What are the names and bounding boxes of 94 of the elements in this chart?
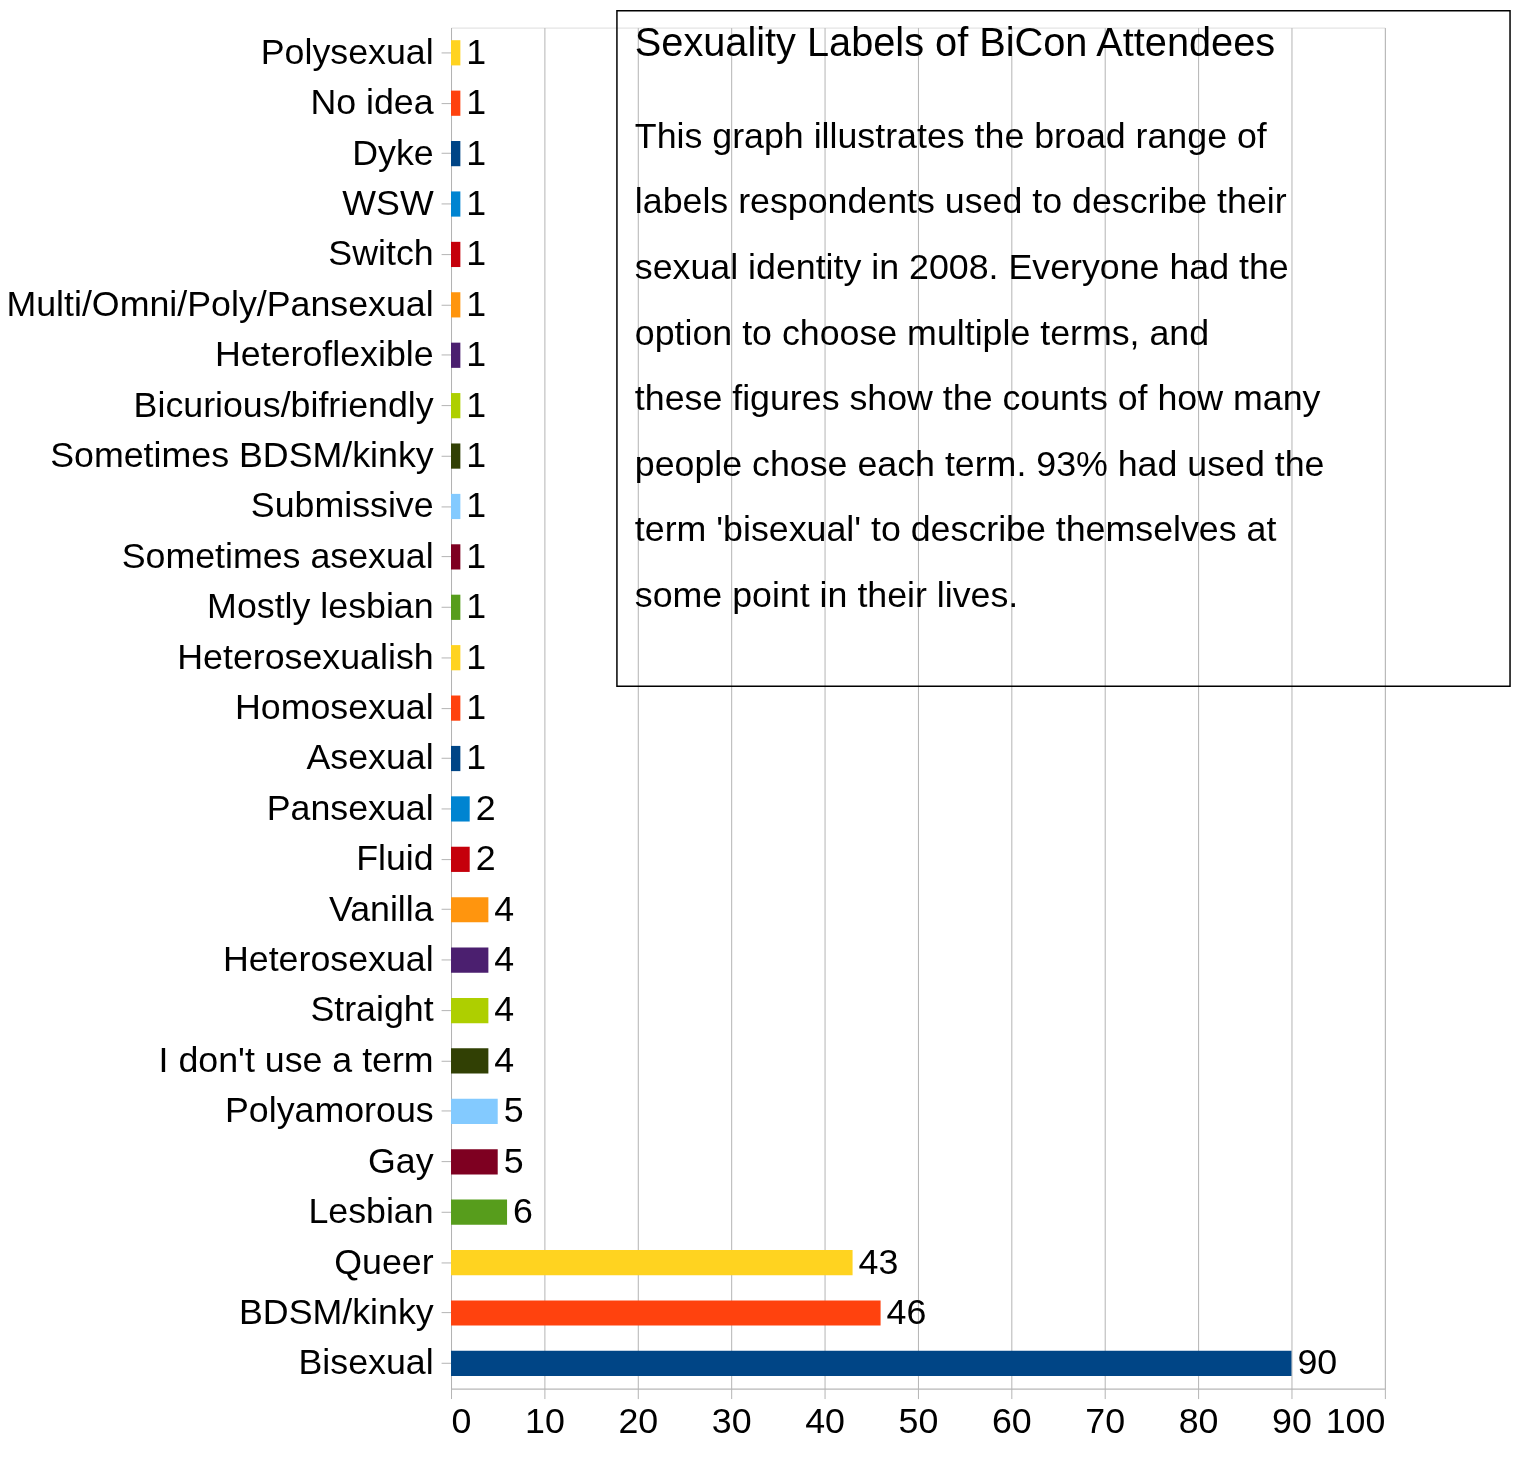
y-tick-label: Sometimes asexual (121, 535, 434, 576)
bar (451, 1199, 508, 1225)
data-label: 4 (494, 1039, 515, 1080)
y-tick-label: Fluid (356, 838, 434, 879)
x-tick-label: 40 (805, 1400, 845, 1441)
x-tick-label: 10 (525, 1400, 565, 1441)
x-tick-label: 50 (898, 1400, 939, 1441)
bar (451, 393, 461, 419)
data-label: 4 (494, 888, 515, 929)
bar (451, 342, 461, 368)
data-label: 1 (466, 182, 487, 223)
data-label: 2 (475, 787, 496, 828)
bar (451, 695, 461, 721)
bar (451, 947, 489, 973)
bar (451, 544, 461, 570)
bar (451, 443, 461, 469)
chart-title: Sexuality Labels of BiCon Attendees (634, 20, 1276, 65)
bar (451, 191, 461, 217)
y-tick-label: Pansexual (266, 787, 434, 828)
y-tick-label: Bicurious/bifriendly (133, 384, 434, 425)
x-tick-label: 30 (711, 1400, 752, 1441)
data-label: 1 (466, 636, 487, 677)
x-tick-label: 0 (451, 1400, 472, 1441)
data-label: 5 (503, 1140, 524, 1181)
bar (451, 1098, 498, 1124)
x-tick-label: 20 (618, 1400, 659, 1441)
bar (451, 292, 461, 318)
bar (451, 745, 461, 772)
bar (451, 1048, 489, 1074)
data-label: 1 (466, 535, 487, 576)
data-label: 4 (494, 939, 515, 980)
y-tick-label: Multi/Omni/Poly/Pansexual (6, 283, 434, 324)
annotation: This graph illustrates the broad range of labels respondents used to describe their sexual identity in 2008. Everyone had the option to choose multiple terms, and these figures show the counts of how many people chose each term. 93% had used the term 'bisexual' to describe themselves at some point in their lives. (634, 115, 1325, 615)
data-label: 1 (466, 334, 487, 375)
data-label: 2 (475, 838, 496, 879)
y-tick-label: Switch (328, 233, 434, 274)
x-tick-label: 60 (991, 1400, 1032, 1441)
bar (451, 40, 461, 66)
data-label: 1 (466, 384, 487, 425)
data-label: 1 (466, 737, 487, 778)
data-label: 5 (503, 1090, 524, 1131)
y-tick-label: Dyke (352, 132, 434, 173)
bar (451, 594, 461, 620)
x-tick-label: 90 (1272, 1400, 1312, 1441)
y-tick-label: Queer (334, 1241, 434, 1282)
x-tick-label: 100 (1325, 1400, 1386, 1441)
bar (451, 796, 470, 822)
y-tick-label: I don't use a term (158, 1039, 434, 1080)
bar (451, 897, 489, 923)
y-tick-label: Heterosexualish (177, 636, 434, 677)
y-tick-label: Heterosexual (222, 939, 434, 980)
y-tick-label: Heteroflexible (215, 334, 434, 375)
y-tick-label: Vanilla (328, 888, 434, 929)
x-tick-label: 80 (1178, 1400, 1219, 1441)
y-tick-label: Polysexual (260, 31, 434, 72)
y-tick-label: Mostly lesbian (207, 586, 434, 627)
y-tick-label: Submissive (250, 485, 434, 526)
data-label: 1 (466, 687, 487, 728)
bar (451, 141, 461, 167)
x-tick-label: 70 (1085, 1400, 1126, 1441)
bar (451, 241, 461, 268)
y-tick-label: BDSM/kinky (238, 1291, 434, 1332)
data-label: 1 (466, 233, 487, 274)
y-tick-label: Polyamorous (225, 1090, 434, 1131)
data-label: 1 (466, 586, 487, 627)
bar (451, 1149, 498, 1175)
data-label: 1 (466, 434, 487, 475)
y-tick-label: Sometimes BDSM/kinky (50, 434, 434, 475)
bar (451, 846, 470, 872)
y-tick-label: Homosexual (234, 687, 434, 728)
bar (451, 1300, 881, 1326)
data-label: 1 (466, 82, 487, 123)
bar (451, 997, 489, 1024)
y-tick-label: No idea (310, 82, 434, 123)
bar (451, 645, 461, 671)
bar (451, 493, 461, 520)
data-label: 1 (466, 132, 487, 173)
y-tick-label: Asexual (306, 737, 434, 778)
data-label: 4 (494, 989, 515, 1030)
y-tick-label: Lesbian (308, 1191, 434, 1232)
data-label: 90 (1297, 1342, 1338, 1383)
y-tick-label: Bisexual (298, 1342, 434, 1383)
y-tick-label: Straight (310, 989, 434, 1030)
bar (451, 1250, 853, 1276)
data-label: 1 (466, 283, 487, 324)
y-tick-label: Gay (368, 1140, 434, 1181)
data-label: 1 (466, 31, 487, 72)
data-label: 6 (513, 1191, 533, 1232)
y-tick-label: WSW (342, 182, 434, 223)
bar (451, 90, 461, 116)
data-label: 1 (466, 485, 487, 526)
data-label: 46 (886, 1291, 927, 1332)
bar (451, 1350, 1292, 1377)
data-label: 43 (858, 1241, 899, 1282)
